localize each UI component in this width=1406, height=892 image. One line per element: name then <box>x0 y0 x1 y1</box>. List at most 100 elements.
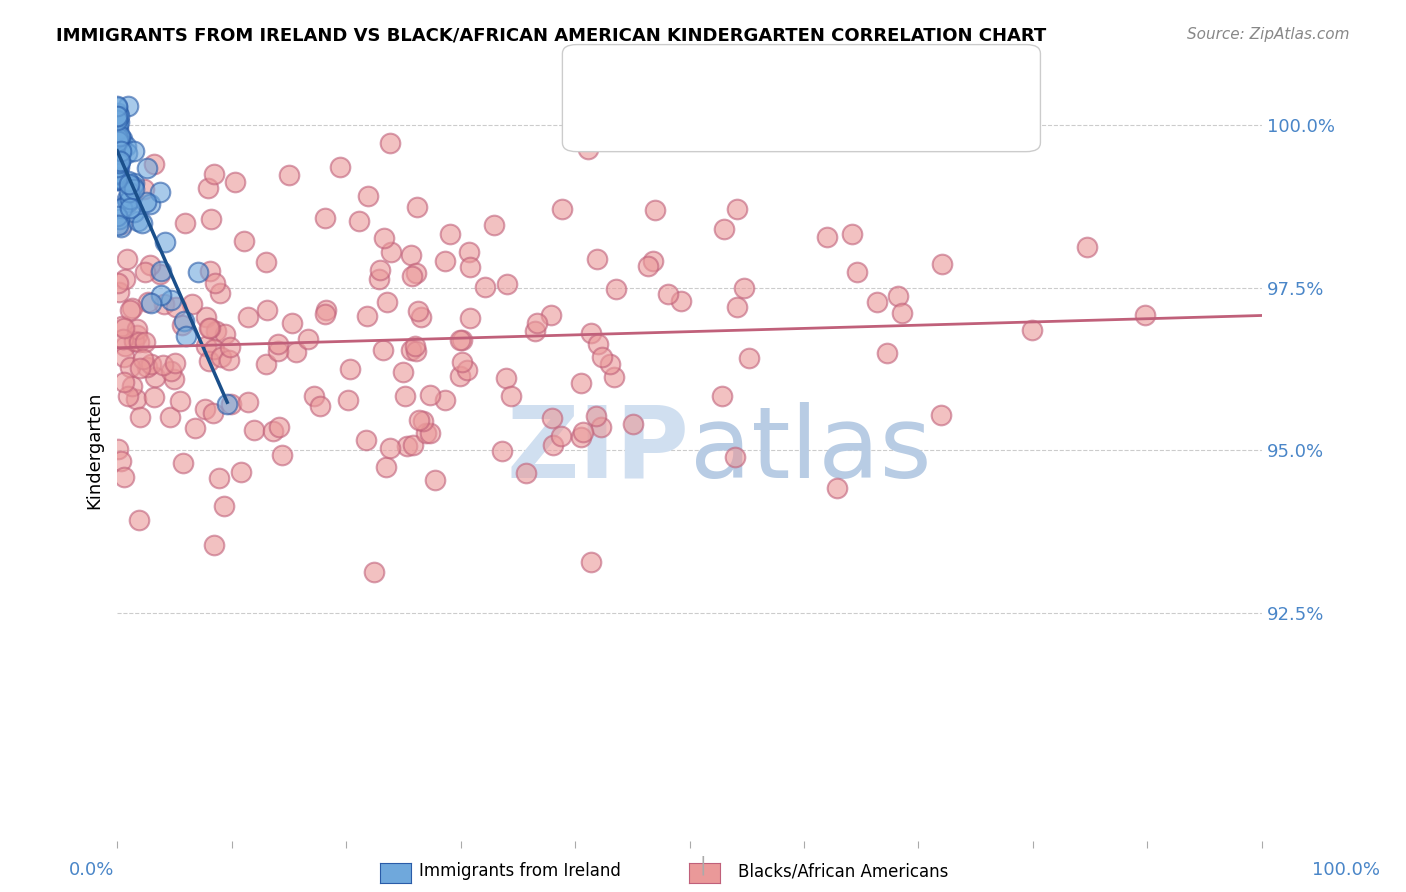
Blacks/African Americans <box>571 430 593 444</box>
Immigrants from Ireland <box>107 105 129 120</box>
Blacks/African Americans <box>380 442 402 456</box>
Blacks/African Americans <box>433 392 456 407</box>
Blacks/African Americans <box>198 354 221 368</box>
Blacks/African Americans <box>110 454 132 468</box>
Blacks/African Americans <box>449 369 471 384</box>
Blacks/African Americans <box>339 362 361 376</box>
Immigrants from Ireland <box>111 131 134 145</box>
Blacks/African Americans <box>641 253 664 268</box>
Immigrants from Ireland <box>107 212 129 227</box>
Blacks/African Americans <box>439 227 461 242</box>
Immigrants from Ireland <box>107 100 129 114</box>
Blacks/African Americans <box>117 389 139 403</box>
Blacks/African Americans <box>499 389 522 403</box>
Immigrants from Ireland <box>107 133 129 147</box>
Blacks/African Americans <box>138 258 160 272</box>
Immigrants from Ireland <box>107 114 129 128</box>
Immigrants from Ireland <box>105 151 128 165</box>
Text: R = 0.264   N = 199: R = 0.264 N = 199 <box>619 109 800 127</box>
Immigrants from Ireland <box>217 397 239 411</box>
Blacks/African Americans <box>405 343 427 358</box>
Blacks/African Americans <box>121 301 143 316</box>
Immigrants from Ireland <box>110 220 132 235</box>
Blacks/African Americans <box>315 302 337 317</box>
Immigrants from Ireland <box>105 129 128 144</box>
Blacks/African Americans <box>876 346 898 360</box>
Blacks/African Americans <box>456 363 478 377</box>
Blacks/African Americans <box>409 310 432 324</box>
Blacks/African Americans <box>152 296 174 310</box>
Immigrants from Ireland <box>122 176 145 190</box>
Immigrants from Ireland <box>131 216 153 230</box>
Immigrants from Ireland <box>107 149 129 163</box>
Immigrants from Ireland <box>105 173 128 187</box>
Blacks/African Americans <box>419 426 441 441</box>
Blacks/African Americans <box>121 379 143 393</box>
Text: ZIP: ZIP <box>506 402 689 499</box>
Blacks/African Americans <box>195 310 218 324</box>
Blacks/African Americans <box>579 326 602 341</box>
Immigrants from Ireland <box>107 121 129 136</box>
Blacks/African Americans <box>114 339 136 353</box>
Blacks/African Americans <box>523 324 546 338</box>
Immigrants from Ireland <box>118 178 141 192</box>
Immigrants from Ireland <box>107 149 129 163</box>
Immigrants from Ireland <box>173 314 195 328</box>
Blacks/African Americans <box>347 214 370 228</box>
Immigrants from Ireland <box>105 165 128 179</box>
Blacks/African Americans <box>218 340 240 354</box>
Blacks/African Americans <box>118 302 141 317</box>
Blacks/African Americans <box>637 259 659 273</box>
Blacks/African Americans <box>370 263 392 277</box>
Blacks/African Americans <box>551 202 574 216</box>
Blacks/African Americans <box>550 429 572 443</box>
Blacks/African Americans <box>125 392 148 407</box>
Blacks/African Americans <box>669 294 692 309</box>
Blacks/African Americans <box>586 337 609 351</box>
Blacks/African Americans <box>149 267 172 281</box>
Blacks/African Americans <box>621 417 644 432</box>
Immigrants from Ireland <box>105 171 128 186</box>
Blacks/African Americans <box>181 297 204 311</box>
Blacks/African Americans <box>114 470 136 484</box>
Blacks/African Americans <box>170 318 193 332</box>
Blacks/African Americans <box>451 355 474 369</box>
Immigrants from Ireland <box>110 140 132 154</box>
Immigrants from Ireland <box>107 114 129 128</box>
Immigrants from Ireland <box>107 210 129 224</box>
Blacks/African Americans <box>232 234 254 248</box>
Blacks/African Americans <box>267 337 290 351</box>
Immigrants from Ireland <box>135 195 157 210</box>
Blacks/African Americans <box>134 335 156 350</box>
Immigrants from Ireland <box>117 174 139 188</box>
Immigrants from Ireland <box>155 235 177 249</box>
Blacks/African Americans <box>356 309 378 323</box>
Text: IMMIGRANTS FROM IRELAND VS BLACK/AFRICAN AMERICAN KINDERGARTEN CORRELATION CHART: IMMIGRANTS FROM IRELAND VS BLACK/AFRICAN… <box>56 27 1046 45</box>
Blacks/African Americans <box>263 424 285 438</box>
Immigrants from Ireland <box>122 144 145 158</box>
Immigrants from Ireland <box>139 197 162 211</box>
Blacks/African Americans <box>1076 240 1098 254</box>
Immigrants from Ireland <box>107 135 129 149</box>
Blacks/African Americans <box>165 355 187 369</box>
Blacks/African Americans <box>725 202 748 216</box>
Immigrants from Ireland <box>105 109 128 123</box>
Blacks/African Americans <box>711 389 734 403</box>
Blacks/African Americans <box>415 426 437 441</box>
Blacks/African Americans <box>194 339 217 353</box>
Blacks/African Americans <box>515 467 537 481</box>
Blacks/African Americans <box>363 565 385 579</box>
Blacks/African Americans <box>375 459 398 474</box>
Blacks/African Americans <box>111 332 134 346</box>
Immigrants from Ireland <box>107 131 129 145</box>
Blacks/African Americans <box>197 181 219 195</box>
Blacks/African Americans <box>209 285 232 300</box>
Blacks/African Americans <box>404 339 426 353</box>
Blacks/African Americans <box>540 308 562 322</box>
Blacks/African Americans <box>336 392 359 407</box>
Blacks/African Americans <box>139 357 162 371</box>
Blacks/African Americans <box>127 328 149 343</box>
Immigrants from Ireland <box>105 112 128 127</box>
Blacks/African Americans <box>254 255 277 269</box>
Y-axis label: Kindergarten: Kindergarten <box>86 392 103 509</box>
